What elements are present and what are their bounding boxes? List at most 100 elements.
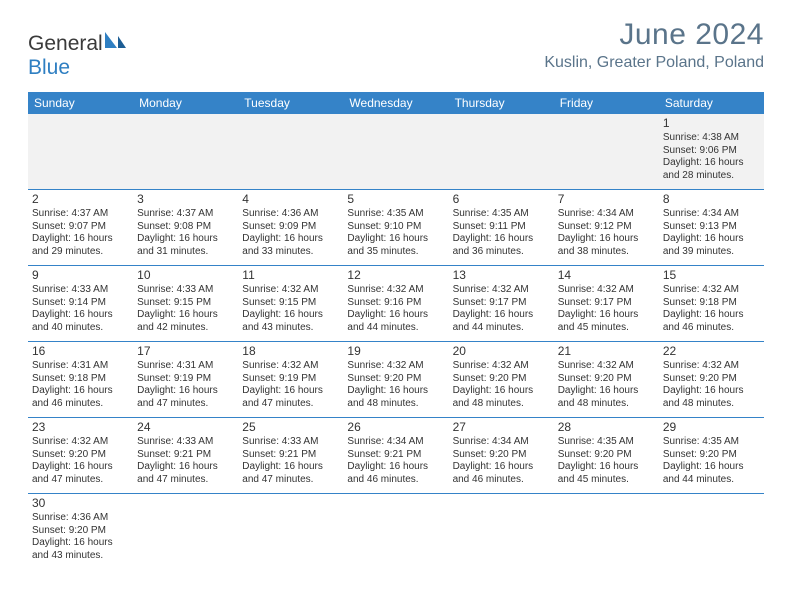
sunset-line: Sunset: 9:15 PM — [137, 297, 234, 310]
day-cell: 27Sunrise: 4:34 AMSunset: 9:20 PMDayligh… — [449, 418, 554, 494]
daylight-line: Daylight: 16 hours and 47 minutes. — [242, 385, 339, 410]
sunrise-line: Sunrise: 4:34 AM — [558, 208, 655, 221]
sunrise-line: Sunrise: 4:36 AM — [242, 208, 339, 221]
sunset-line: Sunset: 9:20 PM — [453, 449, 550, 462]
day-number: 28 — [558, 420, 655, 435]
daylight-line: Daylight: 16 hours and 43 minutes. — [242, 309, 339, 334]
sunrise-line: Sunrise: 4:32 AM — [453, 284, 550, 297]
day-number: 15 — [663, 268, 760, 283]
title-block: June 2024 Kuslin, Greater Poland, Poland — [544, 18, 764, 72]
day-cell: 28Sunrise: 4:35 AMSunset: 9:20 PMDayligh… — [554, 418, 659, 494]
day-number: 24 — [137, 420, 234, 435]
weekday-header: Monday — [133, 92, 238, 114]
day-cell: 16Sunrise: 4:31 AMSunset: 9:18 PMDayligh… — [28, 342, 133, 418]
sunset-line: Sunset: 9:11 PM — [453, 221, 550, 234]
sunset-line: Sunset: 9:07 PM — [32, 221, 129, 234]
calendar: SundayMondayTuesdayWednesdayThursdayFrid… — [28, 92, 764, 570]
month-title: June 2024 — [544, 18, 764, 52]
sunrise-line: Sunrise: 4:35 AM — [558, 436, 655, 449]
daylight-line: Daylight: 16 hours and 48 minutes. — [558, 385, 655, 410]
day-cell: 4Sunrise: 4:36 AMSunset: 9:09 PMDaylight… — [238, 190, 343, 266]
day-number: 3 — [137, 192, 234, 207]
sunset-line: Sunset: 9:15 PM — [242, 297, 339, 310]
day-cell: 12Sunrise: 4:32 AMSunset: 9:16 PMDayligh… — [343, 266, 448, 342]
empty-cell — [554, 114, 659, 190]
sunrise-line: Sunrise: 4:34 AM — [453, 436, 550, 449]
day-number: 26 — [347, 420, 444, 435]
sunset-line: Sunset: 9:20 PM — [347, 373, 444, 386]
sunset-line: Sunset: 9:21 PM — [137, 449, 234, 462]
day-cell: 24Sunrise: 4:33 AMSunset: 9:21 PMDayligh… — [133, 418, 238, 494]
day-number: 17 — [137, 344, 234, 359]
day-number: 23 — [32, 420, 129, 435]
sunrise-line: Sunrise: 4:32 AM — [242, 360, 339, 373]
sunrise-line: Sunrise: 4:31 AM — [32, 360, 129, 373]
day-number: 22 — [663, 344, 760, 359]
day-number: 25 — [242, 420, 339, 435]
daylight-line: Daylight: 16 hours and 39 minutes. — [663, 233, 760, 258]
sunset-line: Sunset: 9:19 PM — [137, 373, 234, 386]
sunrise-line: Sunrise: 4:32 AM — [663, 360, 760, 373]
day-number: 16 — [32, 344, 129, 359]
sunset-line: Sunset: 9:12 PM — [558, 221, 655, 234]
brand-part1: General — [28, 32, 103, 55]
sunrise-line: Sunrise: 4:34 AM — [347, 436, 444, 449]
sunrise-line: Sunrise: 4:32 AM — [558, 360, 655, 373]
sunset-line: Sunset: 9:20 PM — [32, 525, 129, 538]
daylight-line: Daylight: 16 hours and 47 minutes. — [32, 461, 129, 486]
day-number: 19 — [347, 344, 444, 359]
location-text: Kuslin, Greater Poland, Poland — [544, 54, 764, 72]
day-number: 4 — [242, 192, 339, 207]
sunset-line: Sunset: 9:14 PM — [32, 297, 129, 310]
empty-cell — [449, 114, 554, 190]
sail-icon — [103, 30, 127, 56]
sunrise-line: Sunrise: 4:34 AM — [663, 208, 760, 221]
day-number: 21 — [558, 344, 655, 359]
day-cell: 29Sunrise: 4:35 AMSunset: 9:20 PMDayligh… — [659, 418, 764, 494]
day-cell: 10Sunrise: 4:33 AMSunset: 9:15 PMDayligh… — [133, 266, 238, 342]
sunrise-line: Sunrise: 4:32 AM — [32, 436, 129, 449]
day-cell: 13Sunrise: 4:32 AMSunset: 9:17 PMDayligh… — [449, 266, 554, 342]
daylight-line: Daylight: 16 hours and 36 minutes. — [453, 233, 550, 258]
day-number: 29 — [663, 420, 760, 435]
day-number: 8 — [663, 192, 760, 207]
day-cell: 5Sunrise: 4:35 AMSunset: 9:10 PMDaylight… — [343, 190, 448, 266]
sunset-line: Sunset: 9:13 PM — [663, 221, 760, 234]
sunset-line: Sunset: 9:16 PM — [347, 297, 444, 310]
daylight-line: Daylight: 16 hours and 48 minutes. — [347, 385, 444, 410]
empty-cell — [28, 114, 133, 190]
sunrise-line: Sunrise: 4:36 AM — [32, 512, 129, 525]
sunrise-line: Sunrise: 4:32 AM — [347, 284, 444, 297]
sunset-line: Sunset: 9:17 PM — [558, 297, 655, 310]
day-cell: 1Sunrise: 4:38 AMSunset: 9:06 PMDaylight… — [659, 114, 764, 190]
day-number: 14 — [558, 268, 655, 283]
daylight-line: Daylight: 16 hours and 48 minutes. — [663, 385, 760, 410]
day-number: 5 — [347, 192, 444, 207]
weekday-header: Wednesday — [343, 92, 448, 114]
daylight-line: Daylight: 16 hours and 44 minutes. — [453, 309, 550, 334]
sunrise-line: Sunrise: 4:32 AM — [453, 360, 550, 373]
empty-cell — [133, 114, 238, 190]
sunrise-line: Sunrise: 4:32 AM — [663, 284, 760, 297]
sunrise-line: Sunrise: 4:38 AM — [663, 132, 760, 145]
daylight-line: Daylight: 16 hours and 44 minutes. — [663, 461, 760, 486]
day-number: 12 — [347, 268, 444, 283]
sunrise-line: Sunrise: 4:32 AM — [242, 284, 339, 297]
daylight-line: Daylight: 16 hours and 29 minutes. — [32, 233, 129, 258]
day-number: 27 — [453, 420, 550, 435]
calendar-body: 1Sunrise: 4:38 AMSunset: 9:06 PMDaylight… — [28, 114, 764, 570]
day-number: 2 — [32, 192, 129, 207]
day-number: 1 — [663, 116, 760, 131]
day-cell: 14Sunrise: 4:32 AMSunset: 9:17 PMDayligh… — [554, 266, 659, 342]
sunset-line: Sunset: 9:21 PM — [242, 449, 339, 462]
daylight-line: Daylight: 16 hours and 46 minutes. — [347, 461, 444, 486]
weekday-header: Sunday — [28, 92, 133, 114]
sunrise-line: Sunrise: 4:32 AM — [558, 284, 655, 297]
daylight-line: Daylight: 16 hours and 47 minutes. — [137, 461, 234, 486]
day-cell: 30Sunrise: 4:36 AMSunset: 9:20 PMDayligh… — [28, 494, 133, 570]
weekday-header: Tuesday — [238, 92, 343, 114]
sunset-line: Sunset: 9:20 PM — [663, 373, 760, 386]
sunrise-line: Sunrise: 4:35 AM — [347, 208, 444, 221]
day-cell: 17Sunrise: 4:31 AMSunset: 9:19 PMDayligh… — [133, 342, 238, 418]
day-cell: 2Sunrise: 4:37 AMSunset: 9:07 PMDaylight… — [28, 190, 133, 266]
